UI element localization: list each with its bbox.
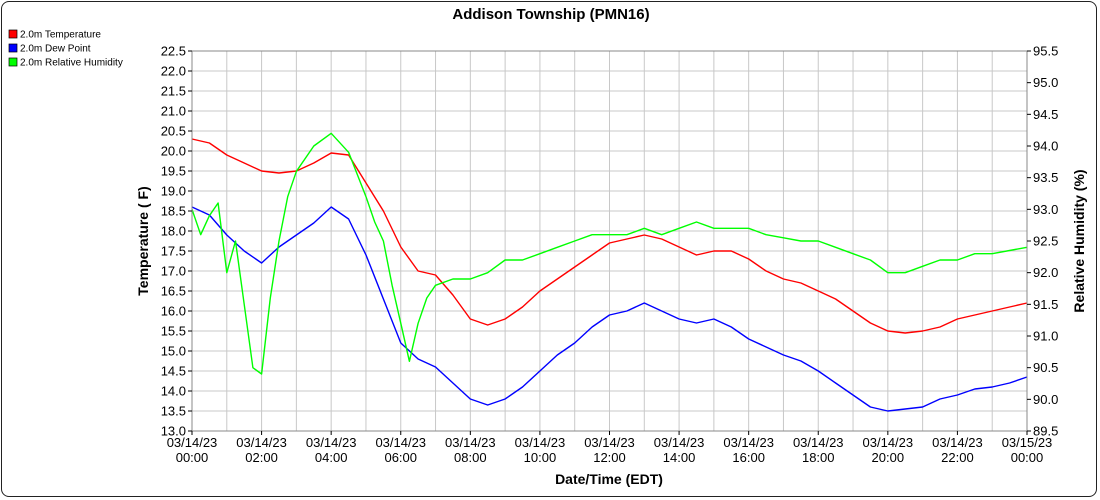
legend-label-temperature: 2.0m Temperature: [20, 30, 101, 41]
y-left-tick-label: 22.5: [161, 44, 186, 59]
y-left-tick-label: 14.0: [161, 384, 186, 399]
y-right-ticks: 89.5 90.0 90.5 91.0 91.5 92.0 92.5 93.0 93.5 94.0…: [1027, 44, 1058, 439]
y-left-tick-label: 22.0: [161, 64, 186, 79]
x-tick-label-time: 18:00: [802, 450, 835, 465]
x-tick-label-date: 03/14/23: [306, 435, 357, 450]
x-tick-label-date: 03/14/23: [723, 435, 774, 450]
x-tick-label-time: 16:00: [732, 450, 765, 465]
x-tick-label-time: 14:00: [663, 450, 696, 465]
x-tick-label-time: 02:00: [245, 450, 278, 465]
y-right-tick-label: 92.5: [1033, 234, 1058, 249]
legend-swatch-dew-point: [8, 43, 18, 53]
x-tick-label-date: 03/15/23: [1002, 435, 1053, 450]
x-tick-label-time: 00:00: [1011, 450, 1044, 465]
x-tick-label-date: 03/14/23: [584, 435, 635, 450]
y-right-tick-label: 90.5: [1033, 360, 1058, 375]
y-left-tick-label: 15.0: [161, 344, 186, 359]
y-left-tick-label: 13.0: [161, 424, 186, 439]
x-tick-label-date: 03/14/23: [654, 435, 705, 450]
y-left-tick-label: 17.5: [161, 244, 186, 259]
legend: 2.0m Temperature 2.0m Dew Point 2.0m Rel…: [8, 29, 123, 69]
y-left-tick-label: 18.0: [161, 224, 186, 239]
y-right-tick-label: 91.0: [1033, 329, 1058, 344]
y-right-tick-label: 94.0: [1033, 139, 1058, 154]
y-left-tick-label: 21.0: [161, 104, 186, 119]
x-ticks: 03/14/2300:0003/14/2302:0003/14/2304:000…: [167, 431, 1053, 465]
x-tick-label-time: 22:00: [941, 450, 974, 465]
y-left-ticks: 13.0 13.5 14.0 14.5 15.0 15.5 16.0 16.5 17.0 17.5…: [161, 44, 192, 439]
y-right-tick-label: 93.0: [1033, 202, 1058, 217]
y-right-tick-label: 89.5: [1033, 424, 1058, 439]
series-line-temperature: [191, 138, 1028, 334]
x-axis-title: Date/Time (EDT): [555, 471, 663, 487]
y-left-tick-label: 19.5: [161, 164, 186, 179]
grid: [191, 50, 1028, 432]
y-right-tick-label: 94.5: [1033, 107, 1058, 122]
series-layer: [191, 132, 1028, 412]
x-tick-label-date: 03/14/23: [515, 435, 566, 450]
x-tick-label-date: 03/14/23: [375, 435, 426, 450]
y-left-axis-title: Temperature ( F): [135, 186, 151, 295]
chart-title: Addison Township (PMN16): [452, 6, 649, 23]
x-tick-label-time: 00:00: [176, 450, 209, 465]
x-tick-label-time: 06:00: [384, 450, 417, 465]
y-left-tick-label: 16.5: [161, 284, 186, 299]
y-right-tick-label: 95.5: [1033, 44, 1058, 59]
x-tick-label-time: 12:00: [593, 450, 626, 465]
y-left-tick-label: 15.5: [161, 324, 186, 339]
y-right-tick-label: 95.0: [1033, 75, 1058, 90]
x-tick-label-date: 03/14/23: [793, 435, 844, 450]
y-left-tick-label: 14.5: [161, 364, 186, 379]
legend-swatch-temperature: [8, 29, 18, 39]
y-left-tick-label: 20.5: [161, 124, 186, 139]
x-tick-label-date: 03/14/23: [932, 435, 983, 450]
series-line-dew-point: [191, 206, 1028, 412]
x-tick-label-time: 20:00: [872, 450, 905, 465]
x-tick-label-date: 03/14/23: [445, 435, 496, 450]
legend-swatch-relative-humidity: [8, 57, 18, 67]
x-tick-label-date: 03/14/23: [167, 435, 218, 450]
x-tick-label-time: 08:00: [454, 450, 487, 465]
y-left-tick-label: 18.5: [161, 204, 186, 219]
y-right-tick-label: 92.0: [1033, 265, 1058, 280]
y-left-tick-label: 13.5: [161, 404, 186, 419]
y-left-tick-label: 19.0: [161, 184, 186, 199]
series-line-relative-humidity: [191, 132, 1028, 375]
y-right-tick-label: 90.0: [1033, 392, 1058, 407]
y-left-tick-label: 16.0: [161, 304, 186, 319]
legend-label-dew-point: 2.0m Dew Point: [20, 44, 91, 55]
y-right-tick-label: 93.5: [1033, 170, 1058, 185]
x-tick-label-time: 04:00: [315, 450, 348, 465]
y-right-axis-title: Relative Humidity (%): [1071, 169, 1087, 312]
x-tick-label-date: 03/14/23: [863, 435, 914, 450]
x-tick-label-time: 10:00: [524, 450, 557, 465]
y-left-tick-label: 17.0: [161, 264, 186, 279]
legend-label-relative-humidity: 2.0m Relative Humidity: [20, 58, 123, 69]
y-right-tick-label: 91.5: [1033, 297, 1058, 312]
y-left-tick-label: 21.5: [161, 84, 186, 99]
y-left-tick-label: 20.0: [161, 144, 186, 159]
x-tick-label-date: 03/14/23: [236, 435, 287, 450]
